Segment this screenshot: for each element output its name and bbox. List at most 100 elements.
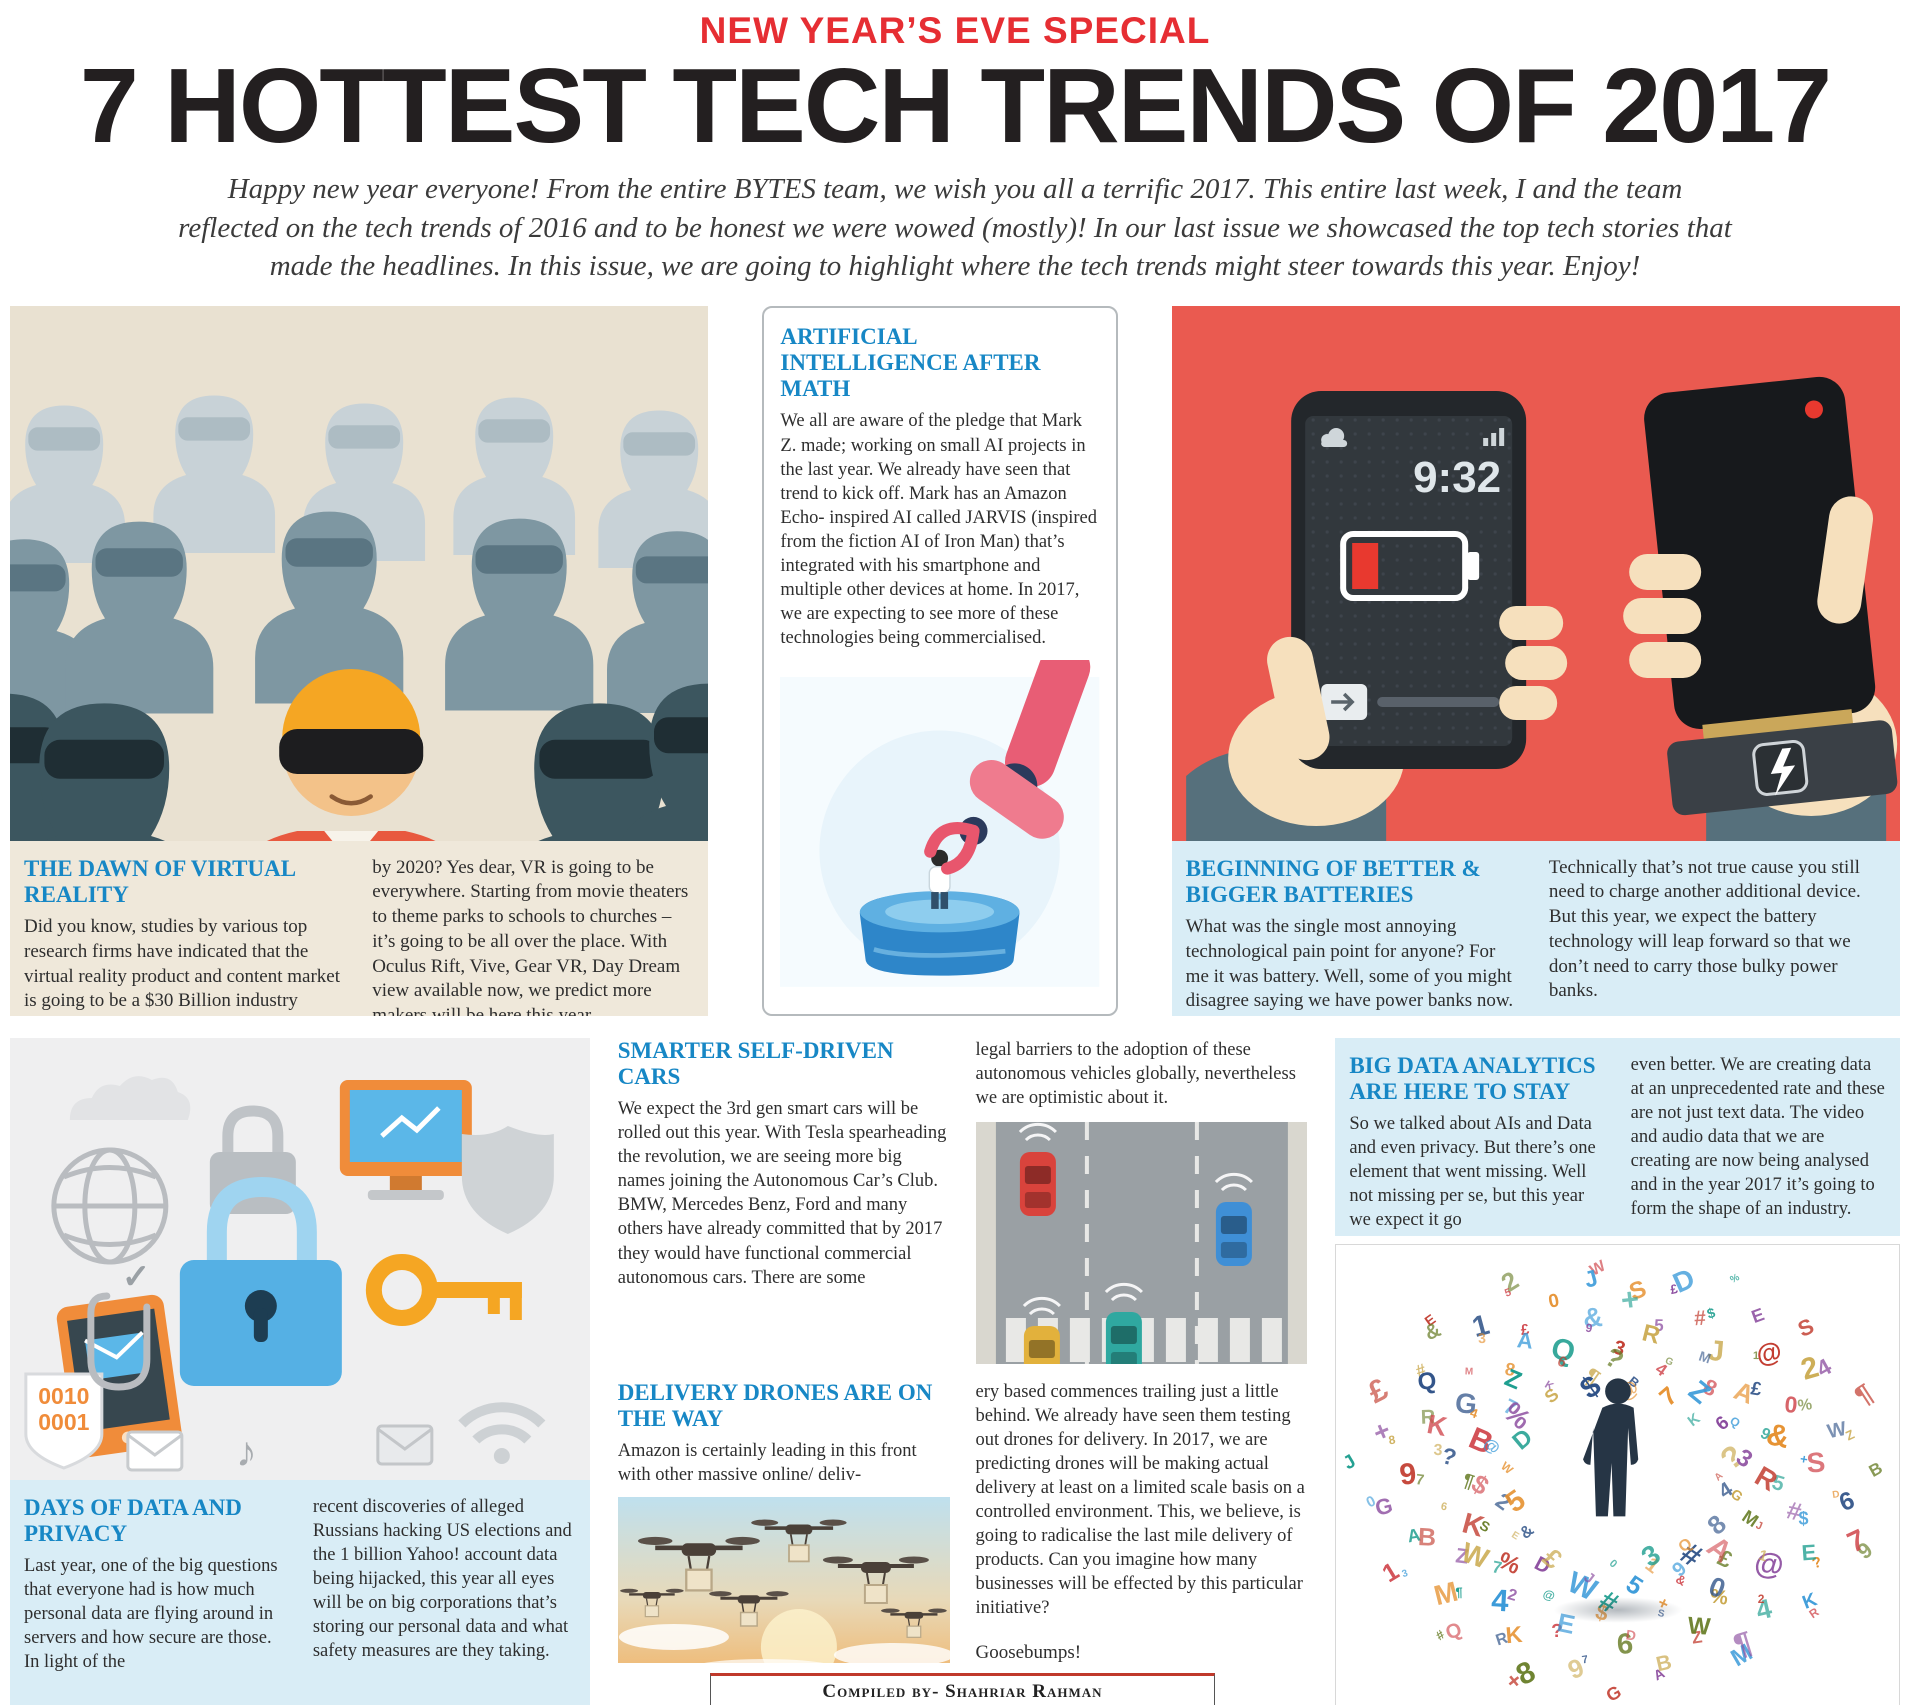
vr-crowd-illustration — [10, 305, 709, 841]
envelope-icon — [126, 1430, 184, 1472]
vr-article-col1: Did you know, studies by various top res… — [24, 916, 341, 1012]
bigdata-glyph: 2 — [1757, 1591, 1765, 1606]
bigdata-glyph: 7 — [1415, 1471, 1426, 1490]
standing-person-icon — [1582, 1378, 1638, 1517]
binary-badge: 0010 0001 — [24, 1372, 104, 1470]
bigdata-glyph: % — [1796, 1395, 1814, 1415]
bigdata-glyph: % — [1497, 1396, 1537, 1436]
right-fingers — [1622, 496, 1873, 678]
battery-article-col1: What was the single most annoying techno… — [1185, 916, 1514, 1012]
phone-camera — [1804, 400, 1823, 419]
vr-panel: THE DAWN OF VIRTUAL REALITY Did you know… — [10, 305, 709, 1016]
bigdata-glyph: W — [1456, 1536, 1493, 1575]
privacy-panel: 0010 0001 ♪ ✓ — [10, 1037, 590, 1705]
bottom-row: 0010 0001 ♪ ✓ — [10, 1037, 1900, 1705]
padlock-icon — [179, 1176, 342, 1386]
cars-continuation-cell: legal barriers to the adoption of these … — [975, 1038, 1308, 1364]
bigdata-glyph: # — [1693, 1307, 1707, 1331]
privacy-article-title: DAYS OF DATA AND PRIVACY — [24, 1494, 242, 1547]
bigdata-glyph: £ — [1361, 1370, 1394, 1410]
bigdata-article-col2: even better. We are creating data at an … — [1630, 1054, 1885, 1220]
bigdata-glyph: K — [1424, 1409, 1450, 1443]
cars-article: SMARTER SELF-DRIVEN CARS We expect the 3… — [618, 1038, 950, 1364]
ai-card: ARTIFICIAL INTELLIGENCE AFTER MATH We al… — [762, 305, 1118, 1016]
binary-line-1: 0010 — [38, 1383, 89, 1409]
vr-illustration — [10, 305, 709, 841]
drones-article-tagline: Goosebumps! — [975, 1642, 1082, 1663]
phone-clock: 9:32 — [1413, 453, 1501, 502]
bigdata-glyph: Q — [1442, 1618, 1466, 1646]
bigdata-glyph: 1 — [1752, 1350, 1759, 1363]
bigdata-glyph: 1 — [1377, 1556, 1404, 1588]
bigdata-illustration: A 7 S #3 4 W £9 K $1 G Z D & R ¶ @0 8 6 E 5 M B% + Q? 2 J A 7 S #3 4 W £… — [1335, 1243, 1900, 1705]
monitor-icon — [339, 1079, 472, 1200]
bigdata-article-col1: So we talked about AIs and Data and even… — [1349, 1114, 1596, 1231]
wifi-icon — [458, 1402, 546, 1464]
cars-article-continuation: legal barriers to the adoption of these … — [975, 1039, 1296, 1108]
bigdata-glyph: Q — [1416, 1366, 1438, 1396]
intro-paragraph: Happy new year everyone! From the entire… — [178, 173, 1732, 283]
bigdata-glyph: 0 — [1606, 1557, 1620, 1571]
self-driving-cars-illustration — [975, 1121, 1308, 1364]
right-phone — [1643, 376, 1897, 815]
left-fingers — [1266, 605, 1567, 760]
bigdata-glyph: ¶ — [1455, 1584, 1464, 1600]
bigdata-glyph: W — [1497, 1459, 1516, 1478]
page-header: NEW YEAR’S EVE SPECIAL 7 HOTTEST TECH TR… — [10, 10, 1900, 286]
section-kicker: NEW YEAR’S EVE SPECIAL — [699, 10, 1211, 51]
top-row: THE DAWN OF VIRTUAL REALITY Did you know… — [10, 305, 1900, 1016]
robot-illustration — [780, 659, 1100, 1004]
low-battery-icon — [1339, 530, 1479, 601]
sun — [760, 1609, 837, 1663]
middle-panel: SMARTER SELF-DRIVEN CARS We expect the 3… — [617, 1038, 1308, 1705]
bigdata-glyph: B — [1865, 1458, 1886, 1481]
ai-article-title: ARTIFICIAL INTELLIGENCE AFTER MATH — [780, 323, 1041, 402]
unlock-slider — [1320, 683, 1499, 720]
lightning-bolt-icon — [1770, 747, 1795, 796]
drones-article-title: DELIVERY DRONES ARE ON THE WAY — [617, 1379, 933, 1432]
robot-arm-illustration — [780, 659, 1100, 987]
bigdata-glyph: 3 — [1478, 1329, 1487, 1346]
bigdata-glyph: E — [1748, 1304, 1767, 1328]
bigdata-glyph: K — [1799, 1589, 1821, 1614]
bigdata-glyph: 8 — [1387, 1432, 1397, 1448]
clouds — [618, 1624, 950, 1663]
bigdata-glyph: $ — [1798, 1508, 1809, 1529]
bigdata-article: BIG DATA ANALYTICS ARE HERE TO STAY So w… — [1335, 1037, 1900, 1236]
bigdata-glyph: K — [1684, 1409, 1704, 1431]
binary-line-2: 0001 — [38, 1409, 89, 1435]
battery-article: BEGINNING OF BETTER & BIGGER BATTERIES W… — [1171, 840, 1900, 1016]
signal-status-icon — [1482, 427, 1504, 446]
globe-icon — [51, 1147, 169, 1265]
bigdata-glyph: 0 — [1783, 1391, 1799, 1419]
bigdata-glyph: D — [1624, 1626, 1638, 1644]
bigdata-glyph: 9 — [1584, 1320, 1594, 1336]
drone-illustration — [617, 1497, 950, 1663]
privacy-illustration: 0010 0001 ♪ ✓ — [10, 1037, 590, 1480]
bigdata-glyph: @ — [1541, 1586, 1558, 1604]
bigdata-glyph: B — [1417, 1523, 1438, 1553]
robot-arm — [924, 659, 1091, 875]
bigdata-glyph: & — [1421, 1317, 1445, 1345]
envelope-icon-2 — [376, 1424, 434, 1466]
bigdata-glyph: E — [1801, 1539, 1818, 1566]
battery-illustration: 9:32 — [1171, 305, 1900, 841]
lane-lines — [1084, 1121, 1199, 1364]
bigdata-glyph: J — [1339, 1451, 1360, 1475]
power-bank — [1666, 708, 1897, 815]
bigdata-glyph: G — [1372, 1492, 1396, 1521]
privacy-article-col1: Last year, one of the big questions that… — [24, 1556, 278, 1673]
bigdata-glyph: + — [1618, 1281, 1641, 1319]
vr-article-title: THE DAWN OF VIRTUAL REALITY — [24, 855, 295, 908]
battery-hands-illustration: 9:32 — [1171, 305, 1900, 841]
bigdata-glyph: G — [1602, 1681, 1625, 1705]
bigdata-glyph: K — [1504, 1620, 1524, 1648]
drones-article: DELIVERY DRONES ARE ON THE WAY Amazon is… — [617, 1379, 950, 1663]
compiled-by-box: Compiled by- Shahriar Rahman — [710, 1672, 1215, 1705]
left-phone: 9:32 — [1290, 390, 1526, 769]
vr-article-col2: by 2020? Yes dear, VR is going to be eve… — [372, 856, 689, 1016]
bigdata-glyph: A — [1729, 1374, 1759, 1410]
bigdata-glyph: 7 — [1842, 1523, 1871, 1560]
person-shadow — [1552, 1597, 1683, 1624]
